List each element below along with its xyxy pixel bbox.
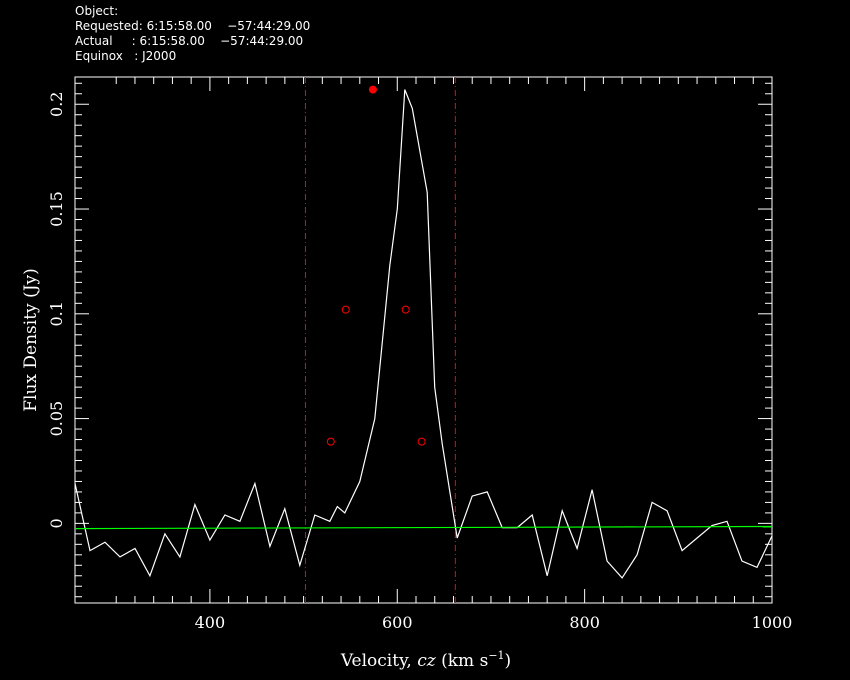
- x-tick-label: 400: [195, 613, 226, 632]
- velocity-window-lines: [304, 77, 456, 603]
- x-tick-label: 1000: [752, 613, 793, 632]
- x-tick-label: 600: [382, 613, 413, 632]
- x-axis-title-close: ): [505, 651, 512, 671]
- tick-labels: 400 600 800 1000 0 0.05 0.1 0.15 0.2: [47, 92, 792, 632]
- spectrum-line: [74, 89, 773, 579]
- baseline-fit-line: [74, 525, 773, 530]
- y-tick-label: 0.1: [47, 301, 66, 326]
- markers: [326, 85, 426, 446]
- y-axis-title: Flux Density (Jy): [21, 268, 41, 412]
- x-axis-title: Velocity, cz (km s−1): [340, 649, 511, 671]
- data-lines: [74, 89, 773, 579]
- width-marker: [401, 305, 410, 314]
- x-axis-title-italic: cz: [417, 651, 437, 671]
- actual-coordinates: Actual : 6:15:58.00 −57:44:29.00: [75, 34, 304, 48]
- x-tick-label: 800: [569, 613, 600, 632]
- y-tick-label: 0.15: [47, 191, 66, 227]
- object-line: Object:: [75, 4, 119, 18]
- width-marker: [326, 437, 335, 446]
- x-axis-title-units: (km s: [436, 651, 489, 671]
- equinox-line: Equinox : J2000: [75, 49, 177, 63]
- width-marker: [341, 305, 350, 314]
- plot-frame: [74, 76, 773, 604]
- object-header: Object: Requested: 6:15:58.00 −57:44:29.…: [75, 4, 310, 64]
- y-tick-label: 0.2: [47, 92, 66, 117]
- peak-marker: [368, 85, 377, 94]
- y-tick-label: 0.05: [47, 401, 66, 437]
- width-marker: [417, 437, 426, 446]
- x-axis-title-main: Velocity,: [340, 651, 417, 671]
- x-axis-title-superscript: −1: [488, 649, 504, 662]
- axis-ticks: [75, 77, 773, 603]
- y-tick-label: 0: [47, 518, 66, 528]
- requested-coordinates: Requested: 6:15:58.00 −57:44:29.00: [75, 19, 311, 33]
